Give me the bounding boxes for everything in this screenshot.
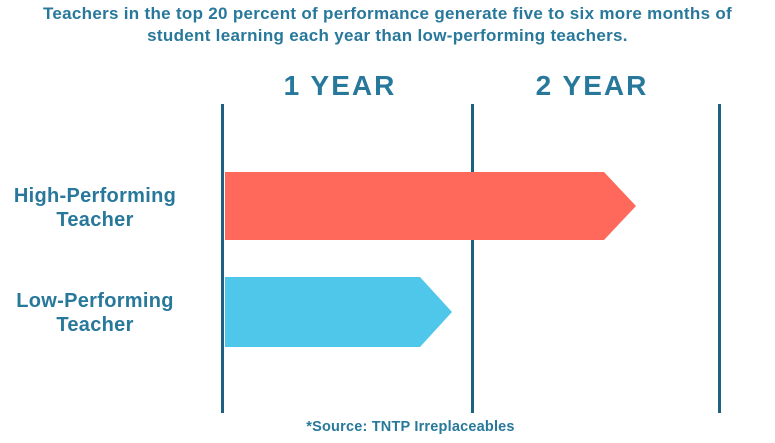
row-label-high-performing-teacher: High-Performing Teacher <box>0 184 190 232</box>
row-label-low-performing-line-1: Low-Performing <box>16 290 174 312</box>
bar-low-performing-teacher <box>225 277 452 347</box>
gridline-1-year <box>471 104 474 413</box>
row-label-low-performing-teacher: Low-Performing Teacher <box>0 289 190 337</box>
chart-title-line-2: student learning each year than low-perf… <box>147 26 628 45</box>
row-label-high-performing-line-2: Teacher <box>56 209 134 231</box>
source-note: *Source: TNTP Irreplaceables <box>306 419 515 435</box>
chart-title: Teachers in the top 20 percent of perfor… <box>0 3 775 47</box>
axis-tick-1-year: 1 YEAR <box>283 70 397 101</box>
chart-title-line-1: Teachers in the top 20 percent of perfor… <box>42 4 733 23</box>
axis-tick-2-year: 2 YEAR <box>535 70 649 101</box>
row-label-low-performing-line-2: Teacher <box>56 314 134 336</box>
gridline-zero <box>221 104 224 413</box>
gridline-2-year <box>718 104 721 413</box>
bar-high-performing-teacher <box>225 172 636 240</box>
row-label-high-performing-line-1: High-Performing <box>13 185 177 207</box>
